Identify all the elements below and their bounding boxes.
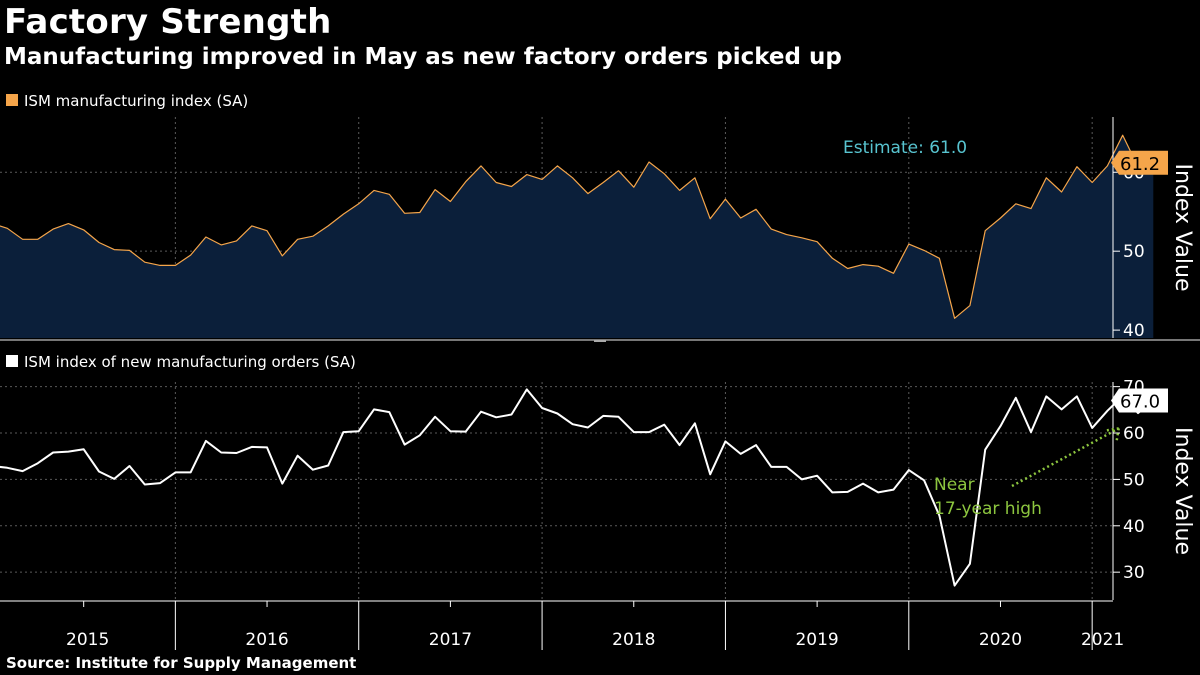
- top-last-value-badge: 61.2: [1111, 150, 1168, 175]
- chart-title: Factory Strength: [4, 2, 332, 42]
- top-badge-shape: [1111, 150, 1168, 175]
- bottom-legend-label: ISM index of new manufacturing orders (S…: [24, 353, 356, 371]
- top-legend-label: ISM manufacturing index (SA): [24, 92, 248, 110]
- bottom-series-line: [0, 388, 1154, 587]
- estimate-annotation: Estimate: 61.0: [843, 138, 967, 158]
- top-y-tick-label: 40: [1123, 321, 1145, 341]
- top-y-tick-label: 50: [1123, 242, 1145, 262]
- top-last-value-label: 61.2: [1120, 154, 1160, 175]
- chart-subtitle: Manufacturing improved in May as new fac…: [4, 44, 842, 70]
- year-label: 2015: [66, 630, 109, 650]
- source-note: Source: Institute for Supply Management: [6, 654, 357, 672]
- year-label: 2016: [245, 630, 288, 650]
- high-arrow: [1011, 427, 1120, 488]
- annotation-line-2: 17-year high: [934, 499, 1042, 519]
- top-legend-swatch: [6, 94, 18, 106]
- top-area-fill: [0, 135, 1154, 338]
- year-label: 2017: [429, 630, 472, 650]
- bottom-badge-shape: [1111, 388, 1168, 413]
- year-label: 2021: [1081, 630, 1124, 650]
- x-axis: 2015 2016 2017 2018 2019 2020 2021: [0, 600, 1124, 650]
- bottom-y-tick-label: 40: [1123, 517, 1145, 537]
- bottom-last-value-label: 67.0: [1120, 392, 1160, 413]
- bottom-y-tick-label: 50: [1123, 470, 1145, 490]
- bottom-last-value-badge: 67.0: [1111, 388, 1168, 413]
- bottom-legend-swatch: [6, 355, 18, 367]
- arrow-shaft: [1011, 427, 1120, 488]
- top-series-line: [0, 134, 1154, 319]
- bottom-y-tick-label: 60: [1123, 424, 1145, 444]
- annotation-line-1: Near: [934, 475, 975, 495]
- year-label: 2019: [795, 630, 838, 650]
- top-y-axis-label: Index Value: [1170, 164, 1195, 292]
- year-label: 2018: [612, 630, 655, 650]
- bottom-y-axis-label: Index Value: [1170, 427, 1195, 555]
- bottom-panel: ISM index of new manufacturing orders (S…: [0, 353, 1195, 600]
- bottom-y-tick-label: 30: [1123, 563, 1145, 583]
- arrow-head: [1106, 427, 1120, 441]
- year-label: 2020: [979, 630, 1022, 650]
- bottom-gridlines: [0, 382, 1113, 600]
